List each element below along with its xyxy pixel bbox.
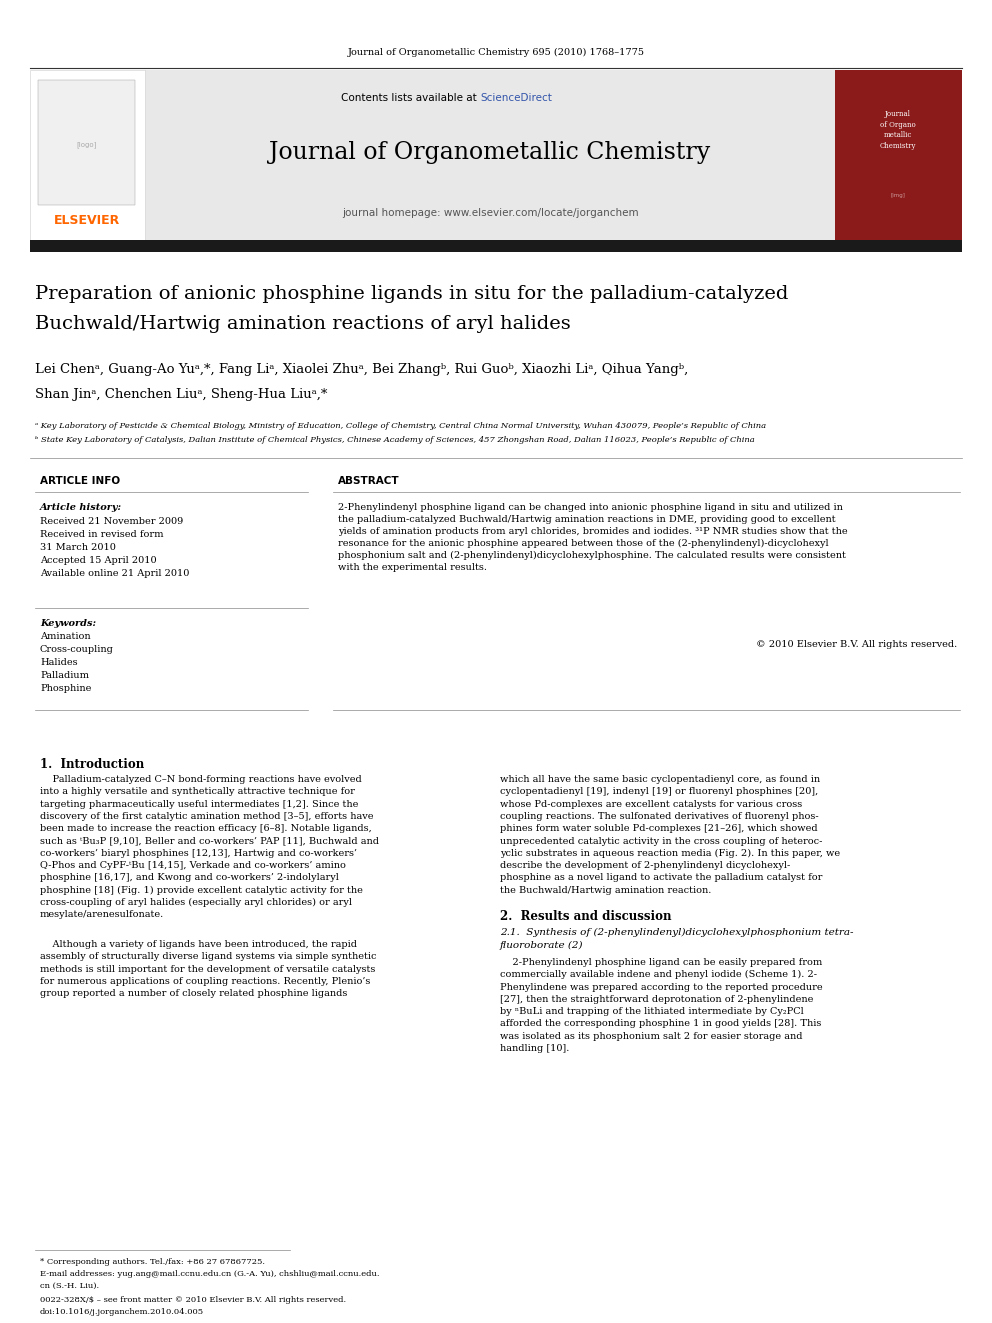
Text: for numerous applications of coupling reactions. Recently, Plenio’s: for numerous applications of coupling re… (40, 976, 370, 986)
Text: afforded the corresponding phosphine 1 in good yields [28]. This: afforded the corresponding phosphine 1 i… (500, 1020, 821, 1028)
Text: Received 21 November 2009: Received 21 November 2009 (40, 517, 184, 527)
Text: * Corresponding authors. Tel./fax: +86 27 67867725.: * Corresponding authors. Tel./fax: +86 2… (40, 1258, 265, 1266)
Text: been made to increase the reaction efficacy [6–8]. Notable ligands,: been made to increase the reaction effic… (40, 824, 372, 833)
Text: 2-Phenylindenyl phosphine ligand can be easily prepared from: 2-Phenylindenyl phosphine ligand can be … (500, 958, 822, 967)
Text: coupling reactions. The sulfonated derivatives of fluorenyl phos-: coupling reactions. The sulfonated deriv… (500, 812, 818, 820)
Text: [logo]: [logo] (76, 142, 97, 148)
Text: unprecedented catalytic activity in the cross coupling of heteroc-: unprecedented catalytic activity in the … (500, 836, 822, 845)
Text: the palladium-catalyzed Buchwald/Hartwig amination reactions in DME, providing g: the palladium-catalyzed Buchwald/Hartwig… (338, 515, 835, 524)
Text: E-mail addresses: yug.ang@mail.ccnu.edu.cn (G.-A. Yu), chshliu@mail.ccnu.edu.: E-mail addresses: yug.ang@mail.ccnu.edu.… (40, 1270, 380, 1278)
Text: Received in revised form: Received in revised form (40, 531, 164, 538)
Text: the Buchwald/Hartwig amination reaction.: the Buchwald/Hartwig amination reaction. (500, 885, 711, 894)
Text: 31 March 2010: 31 March 2010 (40, 542, 116, 552)
Bar (30, 70, 145, 239)
Text: discovery of the first catalytic amination method [3–5], efforts have: discovery of the first catalytic aminati… (40, 812, 374, 820)
Text: ᵃ Key Laboratory of Pesticide & Chemical Biology, Ministry of Education, College: ᵃ Key Laboratory of Pesticide & Chemical… (35, 422, 766, 430)
Text: whose Pd-complexes are excellent catalysts for various cross: whose Pd-complexes are excellent catalys… (500, 799, 803, 808)
Text: Article history:: Article history: (40, 503, 122, 512)
Text: ScienceDirect: ScienceDirect (480, 93, 552, 103)
Text: 2-Phenylindenyl phosphine ligand can be changed into anionic phosphine ligand in: 2-Phenylindenyl phosphine ligand can be … (338, 503, 843, 512)
Text: by ⁿBuLi and trapping of the lithiated intermediate by Cy₂PCl: by ⁿBuLi and trapping of the lithiated i… (500, 1007, 804, 1016)
Text: 2.1.  Synthesis of (2-phenylindenyl)dicyclohexylphosphonium tetra-: 2.1. Synthesis of (2-phenylindenyl)dicyc… (500, 927, 853, 937)
Text: yields of amination products from aryl chlorides, bromides and iodides. ³¹P NMR : yields of amination products from aryl c… (338, 527, 847, 536)
Text: [img]: [img] (891, 193, 906, 197)
Text: doi:10.1016/j.jorganchem.2010.04.005: doi:10.1016/j.jorganchem.2010.04.005 (40, 1308, 204, 1316)
Text: Keywords:: Keywords: (40, 619, 96, 628)
Text: resonance for the anionic phosphine appeared between those of the (2-phenylinden: resonance for the anionic phosphine appe… (338, 538, 828, 548)
Text: phines form water soluble Pd-complexes [21–26], which showed: phines form water soluble Pd-complexes [… (500, 824, 817, 833)
Text: Although a variety of ligands have been introduced, the rapid: Although a variety of ligands have been … (40, 941, 357, 949)
Text: Journal
of Organo
metallic
Chemistry: Journal of Organo metallic Chemistry (880, 110, 917, 149)
Text: phosphine [16,17], and Kwong and co-workers’ 2-indolylaryl: phosphine [16,17], and Kwong and co-work… (40, 873, 339, 882)
Text: describe the development of 2-phenylindenyl dicyclohexyl-: describe the development of 2-phenylinde… (500, 861, 791, 871)
Text: Contents lists available at: Contents lists available at (341, 93, 480, 103)
Text: handling [10].: handling [10]. (500, 1044, 569, 1053)
Text: yclic substrates in aqueous reaction media (Fig. 2). In this paper, we: yclic substrates in aqueous reaction med… (500, 849, 840, 857)
Text: commercially available indene and phenyl iodide (Scheme 1). 2-: commercially available indene and phenyl… (500, 970, 817, 979)
Text: phosphine as a novel ligand to activate the palladium catalyst for: phosphine as a novel ligand to activate … (500, 873, 822, 882)
Text: into a highly versatile and synthetically attractive technique for: into a highly versatile and syntheticall… (40, 787, 355, 796)
Text: methods is still important for the development of versatile catalysts: methods is still important for the devel… (40, 964, 375, 974)
Text: Journal of Organometallic Chemistry: Journal of Organometallic Chemistry (270, 142, 710, 164)
Text: group reported a number of closely related phosphine ligands: group reported a number of closely relat… (40, 990, 347, 998)
Text: Q-Phos and CyPF-ᵗBu [14,15], Verkade and co-workers’ amino: Q-Phos and CyPF-ᵗBu [14,15], Verkade and… (40, 861, 346, 871)
Text: Halides: Halides (40, 658, 77, 667)
Text: Palladium: Palladium (40, 671, 89, 680)
Text: Lei Chenᵃ, Guang-Ao Yuᵃ,*, Fang Liᵃ, Xiaolei Zhuᵃ, Bei Zhangᵇ, Rui Guoᵇ, Xiaozhi: Lei Chenᵃ, Guang-Ao Yuᵃ,*, Fang Liᵃ, Xia… (35, 363, 688, 376)
Text: assembly of structurally diverse ligand systems via simple synthetic: assembly of structurally diverse ligand … (40, 953, 377, 962)
Text: fluoroborate (2): fluoroborate (2) (500, 941, 583, 950)
Text: ᵇ State Key Laboratory of Catalysis, Dalian Institute of Chemical Physics, Chine: ᵇ State Key Laboratory of Catalysis, Dal… (35, 437, 755, 445)
Text: phosphonium salt and (2-phenylindenyl)dicyclohexylphosphine. The calculated resu: phosphonium salt and (2-phenylindenyl)di… (338, 550, 846, 560)
Bar (30, 239, 962, 251)
Text: co-workers’ biaryl phosphines [12,13], Hartwig and co-workers’: co-workers’ biaryl phosphines [12,13], H… (40, 849, 357, 857)
Text: Accepted 15 April 2010: Accepted 15 April 2010 (40, 556, 157, 565)
Text: cn (S.-H. Liu).: cn (S.-H. Liu). (40, 1282, 99, 1290)
Text: Shan Jinᵃ, Chenchen Liuᵃ, Sheng-Hua Liuᵃ,*: Shan Jinᵃ, Chenchen Liuᵃ, Sheng-Hua Liuᵃ… (35, 388, 327, 401)
Text: 2.  Results and discussion: 2. Results and discussion (500, 910, 672, 923)
Text: which all have the same basic cyclopentadienyl core, as found in: which all have the same basic cyclopenta… (500, 775, 820, 785)
Text: Available online 21 April 2010: Available online 21 April 2010 (40, 569, 189, 578)
Text: Cross-coupling: Cross-coupling (40, 646, 114, 654)
Text: Buchwald/Hartwig amination reactions of aryl halides: Buchwald/Hartwig amination reactions of … (35, 315, 570, 333)
Bar (835, 70, 962, 239)
Text: mesylate/arenesulfonate.: mesylate/arenesulfonate. (40, 910, 165, 919)
Bar (38, 79, 135, 205)
Text: Preparation of anionic phosphine ligands in situ for the palladium-catalyzed: Preparation of anionic phosphine ligands… (35, 284, 789, 303)
Text: cross-coupling of aryl halides (especially aryl chlorides) or aryl: cross-coupling of aryl halides (especial… (40, 898, 352, 908)
Text: Palladium-catalyzed C–N bond-forming reactions have evolved: Palladium-catalyzed C–N bond-forming rea… (40, 775, 362, 785)
Text: © 2010 Elsevier B.V. All rights reserved.: © 2010 Elsevier B.V. All rights reserved… (756, 640, 957, 650)
Text: ABSTRACT: ABSTRACT (338, 476, 400, 486)
Text: [27], then the straightforward deprotonation of 2-phenylindene: [27], then the straightforward deprotona… (500, 995, 813, 1004)
Text: ELSEVIER: ELSEVIER (54, 213, 120, 226)
Text: 1.  Introduction: 1. Introduction (40, 758, 144, 771)
Text: cyclopentadienyl [19], indenyl [19] or fluorenyl phosphines [20],: cyclopentadienyl [19], indenyl [19] or f… (500, 787, 818, 796)
Text: ARTICLE INFO: ARTICLE INFO (40, 476, 120, 486)
Text: targeting pharmaceutically useful intermediates [1,2]. Since the: targeting pharmaceutically useful interm… (40, 799, 358, 808)
Text: Phosphine: Phosphine (40, 684, 91, 693)
Text: phosphine [18] (Fig. 1) provide excellent catalytic activity for the: phosphine [18] (Fig. 1) provide excellen… (40, 885, 363, 894)
Text: Amination: Amination (40, 632, 90, 642)
Text: journal homepage: www.elsevier.com/locate/jorganchem: journal homepage: www.elsevier.com/locat… (341, 208, 638, 218)
Text: was isolated as its phosphonium salt 2 for easier storage and: was isolated as its phosphonium salt 2 f… (500, 1032, 803, 1041)
Text: with the experimental results.: with the experimental results. (338, 564, 487, 572)
Text: Phenylindene was prepared according to the reported procedure: Phenylindene was prepared according to t… (500, 983, 822, 992)
Bar (145, 70, 835, 239)
Text: 0022-328X/$ – see front matter © 2010 Elsevier B.V. All rights reserved.: 0022-328X/$ – see front matter © 2010 El… (40, 1297, 346, 1304)
Text: such as ᵗBu₃P [9,10], Beller and co-workers’ PAP [11], Buchwald and: such as ᵗBu₃P [9,10], Beller and co-work… (40, 836, 379, 845)
Text: Journal of Organometallic Chemistry 695 (2010) 1768–1775: Journal of Organometallic Chemistry 695 … (347, 48, 645, 57)
